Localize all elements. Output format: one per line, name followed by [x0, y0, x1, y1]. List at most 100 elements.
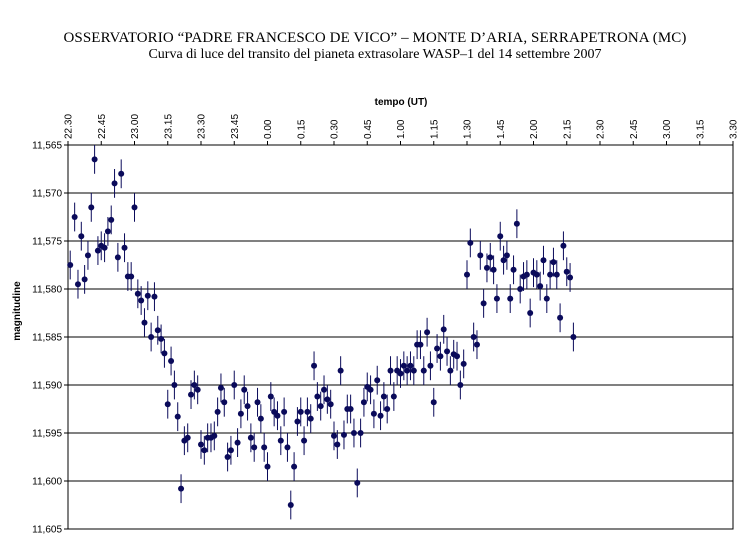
data-point [387, 356, 394, 385]
data-point [364, 372, 371, 402]
point-marker [134, 290, 141, 297]
data-point [390, 382, 397, 411]
data-point [291, 452, 298, 481]
point-marker [84, 252, 91, 259]
point-marker [331, 432, 337, 439]
data-point [161, 338, 168, 368]
point-marker [304, 408, 311, 415]
data-point [537, 271, 544, 301]
data-point [437, 341, 444, 371]
point-marker [214, 408, 221, 415]
data-point [254, 387, 261, 417]
point-marker [387, 367, 394, 374]
data-point [473, 330, 480, 360]
point-marker [407, 362, 414, 369]
data-point [380, 382, 387, 411]
data-point [354, 468, 361, 498]
point-marker [377, 412, 384, 419]
point-marker [254, 399, 261, 406]
data-point [480, 289, 487, 318]
point-marker [457, 382, 464, 388]
x-tick-label: 2.45 [629, 119, 640, 139]
data-point [114, 242, 121, 272]
x-tick-label: 3.00 [662, 119, 673, 139]
point-marker [354, 479, 361, 486]
point-marker [301, 437, 308, 444]
data-point [493, 284, 500, 313]
data-point [244, 391, 251, 421]
point-marker [550, 259, 557, 266]
point-marker [67, 262, 74, 268]
data-point [131, 193, 138, 222]
point-marker [510, 266, 517, 273]
data-point [224, 442, 231, 472]
x-tick-label: 1.15 [429, 119, 440, 139]
data-point [334, 430, 341, 459]
point-marker [104, 228, 111, 235]
point-marker [184, 434, 191, 441]
point-marker [454, 353, 461, 360]
point-marker [444, 348, 451, 355]
point-marker [168, 358, 175, 364]
data-point [367, 375, 374, 405]
point-marker [247, 434, 254, 441]
data-point [257, 404, 264, 433]
data-point [454, 341, 461, 371]
y-axis-label: magnitudine [12, 281, 23, 341]
data-point [271, 397, 278, 427]
data-point [447, 356, 454, 385]
data-point [111, 169, 118, 198]
point-marker [227, 447, 234, 454]
data-point [71, 202, 78, 232]
point-marker [164, 401, 171, 408]
data-point [154, 315, 161, 345]
data-point [188, 380, 195, 409]
point-marker [560, 242, 567, 249]
x-tick-label: 3.30 [729, 119, 740, 139]
point-marker [284, 444, 291, 451]
point-marker [404, 367, 411, 374]
point-marker [374, 377, 381, 384]
point-marker [533, 271, 540, 278]
point-marker [400, 362, 407, 369]
data-point [301, 426, 308, 456]
data-point [101, 233, 108, 263]
data-point [407, 351, 414, 381]
data-point [570, 322, 577, 352]
point-marker [314, 393, 321, 400]
data-point [377, 401, 384, 431]
data-point [261, 433, 268, 462]
data-point [533, 260, 540, 289]
point-marker [493, 295, 500, 302]
data-point [523, 260, 530, 289]
data-point [241, 375, 248, 405]
y-tick-label: 11,595 [32, 429, 62, 440]
data-point [460, 349, 467, 379]
point-marker [470, 334, 477, 340]
data-point [457, 370, 464, 400]
point-marker [154, 327, 161, 334]
point-marker [224, 454, 231, 460]
point-marker [234, 439, 241, 446]
point-marker [128, 273, 135, 280]
data-point [513, 209, 520, 239]
data-point [483, 253, 490, 283]
point-marker [477, 252, 484, 259]
point-marker [540, 257, 547, 264]
data-point [557, 303, 564, 333]
point-marker [420, 367, 427, 374]
point-marker [507, 295, 514, 302]
data-point [497, 221, 504, 251]
point-marker [473, 341, 480, 348]
data-point [148, 322, 155, 352]
data-point [108, 205, 115, 235]
data-point [327, 389, 334, 419]
data-point [440, 314, 447, 344]
point-marker [367, 386, 374, 393]
data-point [321, 375, 328, 405]
point-marker [427, 362, 434, 369]
x-tick-label: 2.30 [596, 119, 607, 139]
data-point [394, 356, 401, 385]
y-tick-label: 11,580 [32, 285, 62, 296]
y-tick-label: 11,600 [32, 477, 62, 488]
